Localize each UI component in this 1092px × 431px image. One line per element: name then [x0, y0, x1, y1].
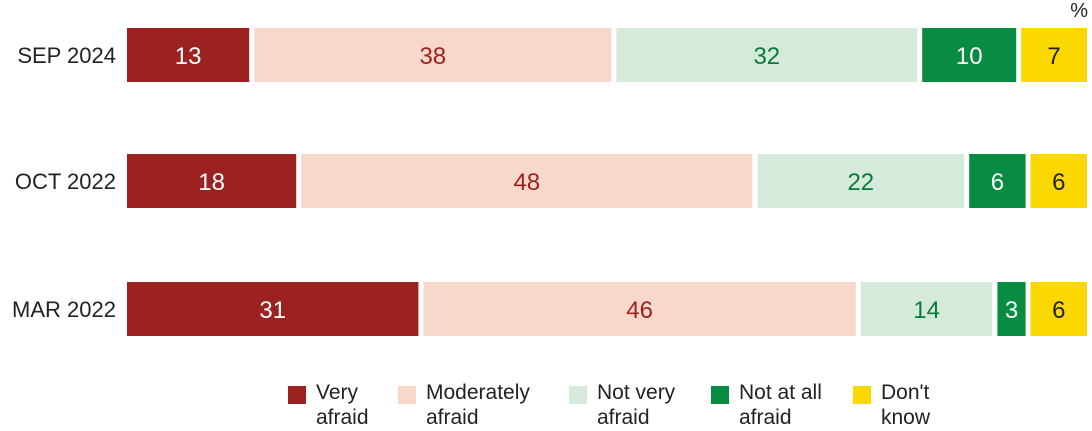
bar-segment: [254, 28, 612, 82]
data-label: 38: [419, 43, 446, 70]
data-label: 6: [1052, 297, 1065, 324]
bar-segment: [757, 154, 965, 208]
legend-item: Moderately afraid: [398, 380, 530, 430]
legend-swatch: [853, 386, 871, 404]
bar-segment: [969, 154, 1026, 208]
legend-label: Not at all afraid: [739, 381, 822, 429]
unit-label: %: [1070, 0, 1088, 22]
data-label: 22: [847, 169, 874, 196]
legend-item: Don't know: [853, 380, 930, 430]
bar-segment: [423, 282, 856, 336]
data-label: 46: [626, 297, 653, 324]
bar-segment: [301, 154, 753, 208]
data-label: 48: [513, 169, 540, 196]
bar-segment: [127, 282, 419, 336]
data-label: 6: [991, 169, 1004, 196]
legend-swatch: [711, 386, 729, 404]
legend-swatch: [398, 386, 416, 404]
legend-label: Don't know: [881, 381, 931, 429]
bar-segment: [127, 154, 297, 208]
data-label: 14: [913, 297, 940, 324]
bar-segment: [860, 282, 993, 336]
data-label: 18: [198, 169, 225, 196]
legend-item: Not very afraid: [569, 380, 675, 430]
legend-swatch: [569, 386, 587, 404]
category-label: OCT 2022: [15, 169, 116, 194]
category-label: SEP 2024: [17, 43, 116, 68]
data-label: 10: [956, 43, 983, 70]
data-label: 7: [1047, 43, 1060, 70]
category-label: MAR 2022: [12, 297, 116, 322]
data-label: 32: [753, 43, 780, 70]
data-label: 6: [1052, 169, 1065, 196]
data-label: 31: [259, 297, 286, 324]
data-label: 13: [175, 43, 202, 70]
data-label: 3: [1005, 297, 1018, 324]
bar-segment: [922, 28, 1017, 82]
legend-swatch: [288, 386, 306, 404]
bar-segment: [127, 28, 250, 82]
legend-label: Moderately afraid: [426, 381, 530, 429]
legend-label: Not very afraid: [597, 381, 676, 429]
legend-item: Not at all afraid: [711, 380, 822, 430]
bar-segment: [1030, 282, 1087, 336]
bar-segment: [1030, 154, 1087, 208]
legend-item: Very afraid: [288, 380, 369, 430]
bar-segment: [1021, 28, 1087, 82]
legend-label: Very afraid: [316, 381, 369, 429]
bar-segment: [997, 282, 1026, 336]
bar-segment: [616, 28, 918, 82]
chart-legend: Very afraid Moderately afraid Not very afr…: [0, 380, 1092, 431]
